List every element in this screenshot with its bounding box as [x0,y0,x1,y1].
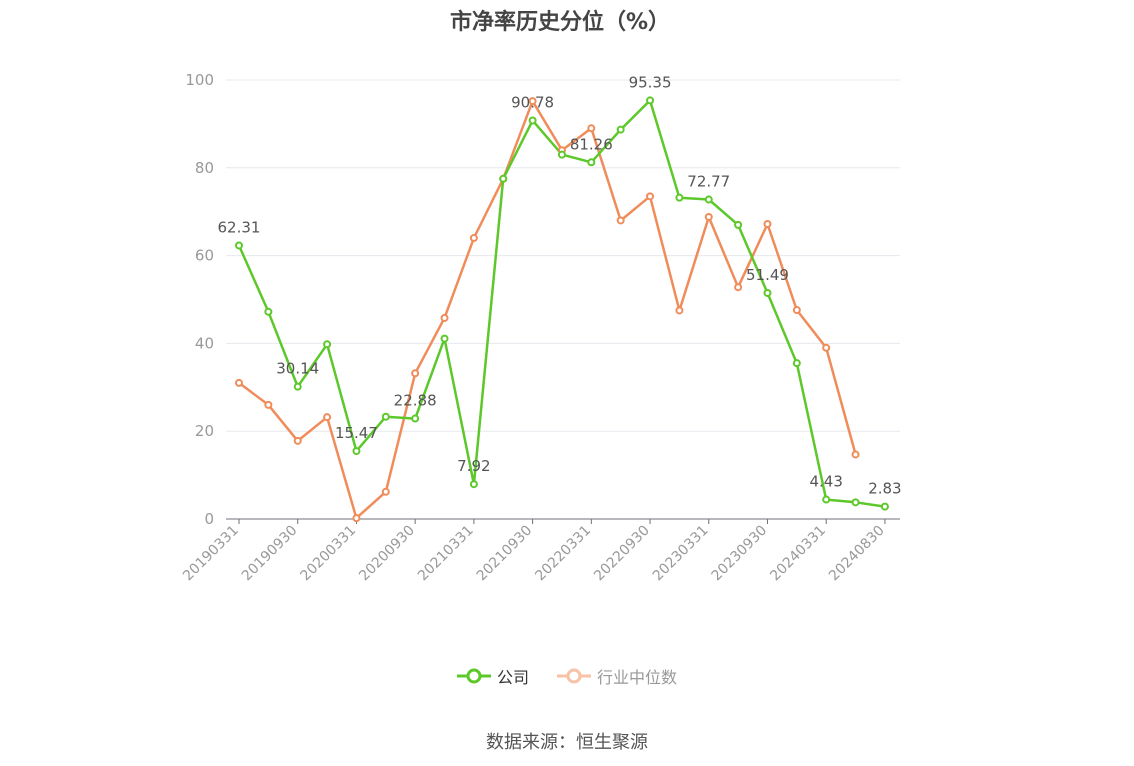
y-tick-label: 0 [204,510,214,528]
y-tick-label: 100 [185,71,214,89]
x-tick-label: 20240830 [826,523,888,585]
data-point-company [381,412,390,421]
data-point-industry [440,313,449,322]
data-point-company [880,502,889,511]
data-point-industry [469,234,478,243]
data-point-industry [264,400,273,409]
data-label: 51.49 [746,266,789,284]
chart-title: 市净率历史分位（%） [449,10,671,35]
data-point-company [704,195,713,204]
x-tick-label: 20240331 [767,523,829,585]
data-point-company [675,193,684,202]
legend: 公司 行业中位数 [0,664,1134,688]
data-point-company [822,495,831,504]
data-point-company [440,334,449,343]
data-point-company [763,288,772,297]
data-point-company [734,220,743,229]
data-point-company [616,125,625,134]
data-point-company [323,340,332,349]
x-tick-label: 20210930 [474,523,536,585]
data-point-industry [528,97,537,106]
data-point-company [851,498,860,507]
data-point-industry [323,413,332,422]
y-tick-label: 60 [195,247,214,265]
x-tick-label: 20210331 [415,523,477,585]
data-label: 4.43 [809,473,842,491]
legend-item-company[interactable]: 公司 [456,664,529,688]
legend-industry-icon [557,668,591,684]
data-point-company [469,480,478,489]
data-point-industry [235,378,243,387]
data-point-company [557,150,566,159]
data-point-industry [587,124,596,133]
data-label: 90.78 [511,93,554,111]
series-line-industry [238,99,857,520]
data-label: 30.14 [276,360,319,378]
legend-company-label: 公司 [496,668,529,687]
data-label: 62.31 [218,218,261,236]
data-point-industry [411,369,420,378]
x-tick-label: 20230331 [650,523,712,585]
data-label: 15.47 [335,424,378,442]
legend-industry-label: 行业中位数 [597,668,678,687]
y-tick-label: 20 [195,422,214,440]
data-point-industry [734,283,743,292]
data-label: 7.92 [457,457,490,475]
data-label: 95.35 [629,73,672,91]
data-point-industry [851,450,860,459]
data-label: 22.88 [394,392,437,410]
data-point-industry [675,306,684,315]
data-point-company [411,414,420,423]
data-point-company [264,307,273,316]
data-point-industry [293,436,302,445]
data-point-company [646,96,655,105]
data-label: 2.83 [868,480,901,498]
data-source: 数据来源：恒生聚源 [486,732,648,753]
x-tick-label: 20220930 [591,523,653,585]
data-point-industry [616,216,625,225]
x-tick-label: 20190930 [239,523,301,585]
y-tick-label: 80 [195,159,214,177]
x-tick-label: 20190331 [180,523,242,585]
legend-item-industry[interactable]: 行业中位数 [557,664,677,688]
data-point-company [293,382,302,391]
x-tick-label: 20220331 [532,523,594,585]
data-point-company [499,174,508,183]
data-point-industry [792,306,801,315]
data-point-industry [381,487,390,496]
data-label: 81.26 [570,135,613,153]
x-tick-label: 20200930 [356,523,418,585]
data-point-company [792,359,801,368]
data-point-industry [763,219,772,228]
data-point-industry [646,192,655,201]
data-point-industry [704,212,713,221]
data-point-company [528,116,537,125]
x-tick-label: 20200331 [298,523,360,585]
y-tick-label: 40 [195,334,214,352]
legend-company-icon [456,668,491,684]
data-point-company [235,241,243,250]
data-point-company [352,447,361,456]
data-point-company [587,158,596,167]
data-point-industry [822,343,831,352]
data-label: 72.77 [687,173,730,191]
data-point-industry [352,514,361,523]
x-tick-label: 20230930 [709,523,771,585]
